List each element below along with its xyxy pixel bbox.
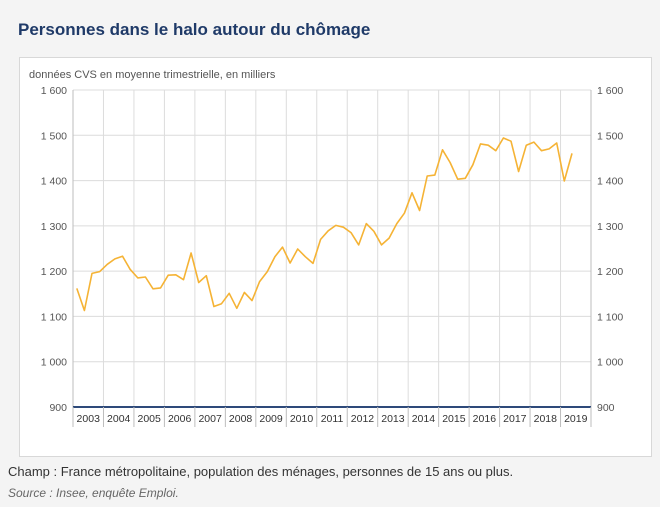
y-tick-label-right: 900 xyxy=(597,402,615,414)
page-title: Personnes dans le halo autour du chômage xyxy=(18,20,371,39)
y-tick-label-left: 1 600 xyxy=(41,85,67,97)
y-tick-label-right: 1 100 xyxy=(597,311,623,323)
y-tick-label-right: 1 300 xyxy=(597,221,623,233)
x-tick-label: 2009 xyxy=(259,413,283,425)
source-note: Source : Insee, enquête Emploi. xyxy=(8,486,179,500)
x-tick-label: 2012 xyxy=(351,413,375,425)
y-tick-label-left: 1 500 xyxy=(41,130,67,142)
chart-subtitle: données CVS en moyenne trimestrielle, en… xyxy=(29,69,276,81)
y-tick-label-left: 1 000 xyxy=(41,357,67,369)
x-tick-label: 2017 xyxy=(503,413,527,425)
y-tick-label-right: 1 500 xyxy=(597,130,623,142)
x-tick-label: 2006 xyxy=(168,413,192,425)
y-tick-label-left: 1 300 xyxy=(41,221,67,233)
chart-panel: données CVS en moyenne trimestrielle, en… xyxy=(19,57,652,457)
y-tick-label-left: 1 400 xyxy=(41,176,67,188)
x-tick-label: 2005 xyxy=(137,413,161,425)
x-tick-label: 2015 xyxy=(442,413,466,425)
y-tick-label-left: 900 xyxy=(49,402,67,414)
series-layer xyxy=(76,137,573,312)
y-tick-label-right: 1 400 xyxy=(597,176,623,188)
x-tick-label: 2013 xyxy=(381,413,405,425)
x-tick-label: 2014 xyxy=(412,413,436,425)
y-tick-label-right: 1 600 xyxy=(597,85,623,97)
y-tick-label-left: 1 200 xyxy=(41,266,67,278)
y-tick-label-right: 1 200 xyxy=(597,266,623,278)
x-tick-label: 2004 xyxy=(107,413,131,425)
series-line-0 xyxy=(76,137,573,312)
x-tick-label: 2010 xyxy=(290,413,314,425)
scope-note: Champ : France métropolitaine, populatio… xyxy=(8,464,514,479)
x-tick-label: 2011 xyxy=(321,413,344,425)
x-tick-label: 2016 xyxy=(473,413,497,425)
x-tick-label: 2003 xyxy=(77,413,101,425)
gridlines xyxy=(72,89,592,407)
line-chart: données CVS en moyenne trimestrielle, en… xyxy=(29,69,623,427)
y-tick-label-left: 1 100 xyxy=(41,311,67,323)
axes: 900 900 1 000 1 000 1 100 1 100 1 200 1 200 1 30… xyxy=(41,85,623,427)
x-tick-label: 2018 xyxy=(534,413,558,425)
x-tick-label: 2007 xyxy=(198,413,222,425)
x-tick-label: 2008 xyxy=(229,413,253,425)
x-tick-label: 2019 xyxy=(564,413,588,425)
y-tick-label-right: 1 000 xyxy=(597,357,623,369)
